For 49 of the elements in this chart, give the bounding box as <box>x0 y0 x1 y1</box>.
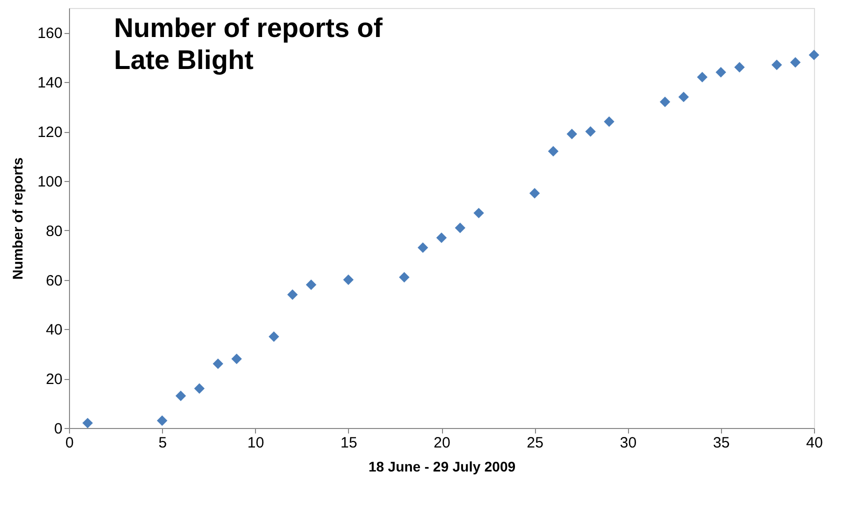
x-tick-label: 20 <box>434 434 450 452</box>
point <box>287 289 298 300</box>
y-tick-label: 140 <box>37 74 62 92</box>
point <box>697 72 708 82</box>
y-tick-label: 120 <box>37 124 62 142</box>
point <box>808 50 820 60</box>
point <box>306 279 316 290</box>
point <box>436 232 447 244</box>
x-tick-label: 35 <box>713 434 730 452</box>
point <box>678 92 689 102</box>
y-tick-label: 80 <box>46 222 62 240</box>
x-tick-label: 40 <box>806 434 823 452</box>
x-axis-title: 18 June - 29 July 2009 <box>368 458 516 474</box>
point <box>474 208 484 218</box>
point <box>156 415 168 426</box>
x-tick-label: 5 <box>158 434 167 452</box>
y-tick-label: 60 <box>46 272 62 290</box>
point <box>343 274 354 286</box>
y-tick-label: 40 <box>46 322 62 339</box>
point <box>268 331 280 342</box>
point <box>529 188 540 199</box>
y-tick-label: 20 <box>46 371 62 388</box>
point <box>734 62 745 73</box>
point <box>585 126 596 137</box>
point <box>82 418 93 428</box>
point <box>548 146 558 157</box>
point <box>454 222 466 234</box>
point <box>790 57 801 68</box>
y-tick-label: 160 <box>37 25 62 42</box>
x-tick-label: 0 <box>65 434 74 452</box>
point <box>418 242 428 253</box>
point <box>231 354 242 364</box>
x-tick-label: 30 <box>620 434 637 452</box>
point <box>604 116 614 127</box>
text: Number of reports of Late Blight <box>114 13 384 75</box>
point <box>176 390 186 402</box>
point <box>212 358 224 370</box>
point <box>772 60 782 70</box>
x-tick-label: 10 <box>247 434 264 452</box>
x-tick-label: 25 <box>526 434 544 452</box>
point <box>716 66 726 78</box>
point <box>566 128 578 140</box>
y-tick-label: 100 <box>37 173 62 190</box>
y-axis-title: Number of reports <box>9 157 26 280</box>
y-tick-label: 0 <box>54 420 62 438</box>
x-tick-label: 15 <box>340 434 358 452</box>
point <box>660 96 670 108</box>
point <box>399 272 410 283</box>
point <box>194 383 205 394</box>
